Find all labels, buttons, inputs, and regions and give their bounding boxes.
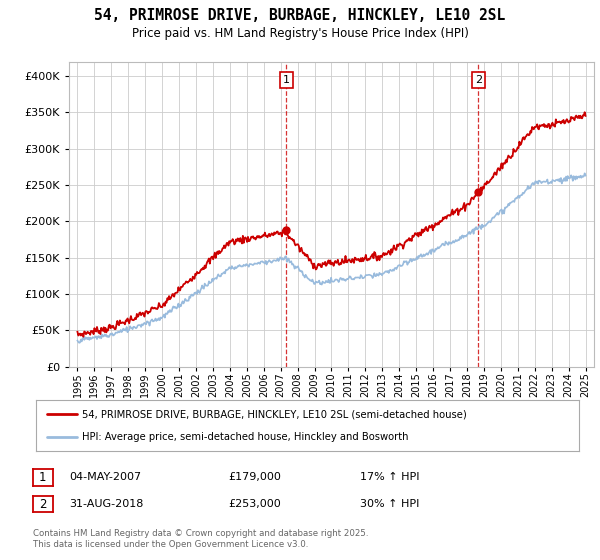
- Text: £179,000: £179,000: [228, 472, 281, 482]
- Text: 30% ↑ HPI: 30% ↑ HPI: [360, 499, 419, 509]
- Text: 31-AUG-2018: 31-AUG-2018: [69, 499, 143, 509]
- Text: Contains HM Land Registry data © Crown copyright and database right 2025.
This d: Contains HM Land Registry data © Crown c…: [33, 529, 368, 549]
- Text: £253,000: £253,000: [228, 499, 281, 509]
- Text: 54, PRIMROSE DRIVE, BURBAGE, HINCKLEY, LE10 2SL: 54, PRIMROSE DRIVE, BURBAGE, HINCKLEY, L…: [94, 8, 506, 24]
- Text: HPI: Average price, semi-detached house, Hinckley and Bosworth: HPI: Average price, semi-detached house,…: [82, 432, 409, 442]
- Text: 2: 2: [475, 75, 482, 85]
- Text: 2: 2: [39, 497, 47, 511]
- Text: 1: 1: [39, 470, 47, 484]
- Text: 54, PRIMROSE DRIVE, BURBAGE, HINCKLEY, LE10 2SL (semi-detached house): 54, PRIMROSE DRIVE, BURBAGE, HINCKLEY, L…: [82, 409, 467, 419]
- Text: 17% ↑ HPI: 17% ↑ HPI: [360, 472, 419, 482]
- Text: 1: 1: [283, 75, 290, 85]
- Text: Price paid vs. HM Land Registry's House Price Index (HPI): Price paid vs. HM Land Registry's House …: [131, 27, 469, 40]
- Text: 04-MAY-2007: 04-MAY-2007: [69, 472, 141, 482]
